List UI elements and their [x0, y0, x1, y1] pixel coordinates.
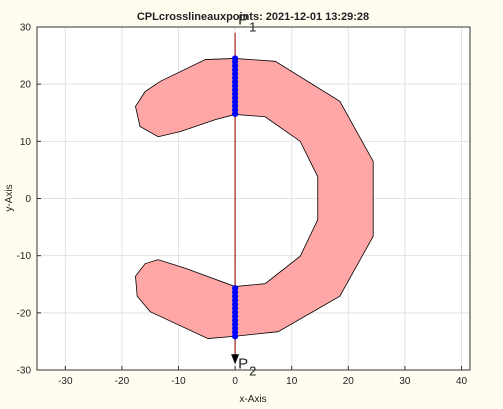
y-tick-label: 0: [25, 194, 31, 205]
x-tick-label: 0: [232, 376, 238, 387]
y-tick-label: -20: [17, 308, 32, 319]
y-tick-label: 10: [20, 137, 32, 148]
arrow-head: [231, 354, 240, 365]
x-tick-label: 20: [343, 376, 355, 387]
x-tick-label: -30: [58, 376, 73, 387]
x-tick-label: -10: [171, 376, 186, 387]
x-tick-label: 30: [399, 376, 411, 387]
polygon: [135, 58, 374, 339]
point-label: P: [238, 355, 248, 372]
y-tick-label: -30: [17, 366, 32, 377]
aux-point: [232, 285, 239, 292]
x-tick-label: -20: [115, 376, 130, 387]
point-label-sub: 1: [249, 20, 256, 35]
y-tick-label: 30: [20, 23, 32, 34]
y-axis-label: y-Axis: [4, 184, 15, 211]
axes-box: [36, 26, 471, 371]
point-label-sub: 2: [249, 363, 256, 378]
x-axis-label: x-Axis: [239, 394, 266, 405]
x-tick-label: 10: [286, 376, 298, 387]
y-tick-label: -10: [17, 251, 32, 262]
aux-point: [232, 55, 239, 62]
y-tick-label: 20: [20, 80, 32, 91]
chart-title: CPLcrosslineauxpoints: 2021-12-01 13:29:…: [137, 11, 369, 23]
point-label: P: [238, 12, 248, 29]
x-tick-label: 40: [456, 376, 468, 387]
